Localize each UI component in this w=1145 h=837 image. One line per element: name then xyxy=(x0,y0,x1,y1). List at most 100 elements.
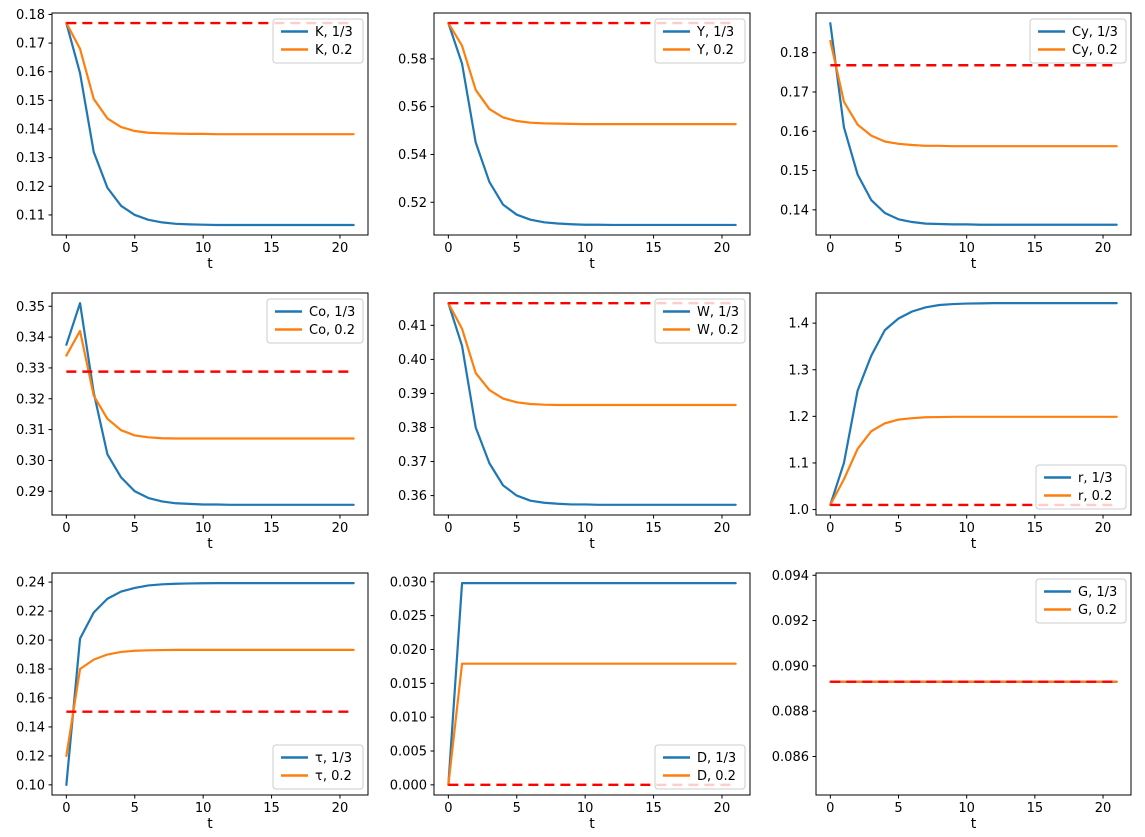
y-tick-label: 0.38 xyxy=(398,421,427,436)
series-line-τ, 1/3 xyxy=(65,582,355,786)
x-tick-label: 15 xyxy=(1027,801,1044,816)
y-tick-label: 0.29 xyxy=(16,485,45,500)
legend-box xyxy=(1035,464,1127,510)
subplot-K: 0 5 10 15 20 0.11 0.12 0.13 0.14 0.15 0.16 0.17 0.18… xyxy=(0,0,382,280)
x-tick-label: 5 xyxy=(894,801,902,816)
x-tick-label: 15 xyxy=(645,241,662,256)
y-tick-label: 0.33 xyxy=(16,361,45,376)
x-tick-label: 20 xyxy=(714,241,731,256)
y-tick-label: 0.11 xyxy=(16,208,45,223)
y-tick-label: 1.0 xyxy=(788,503,809,518)
series-line-K, 0.2 xyxy=(65,21,355,136)
legend-label: Y, 0.2 xyxy=(696,43,734,58)
x-axis-label: t xyxy=(971,816,977,832)
legend-label: K, 1/3 xyxy=(315,25,353,40)
series-line-Co, 0.2 xyxy=(65,329,355,440)
legend-label: Y, 1/3 xyxy=(696,25,734,40)
legend-label: W, 0.2 xyxy=(697,323,739,338)
y-tick-label: 0.094 xyxy=(772,569,809,584)
legend: G, 1/3 G, 0.2 xyxy=(1035,578,1127,624)
x-tick-label: 15 xyxy=(263,521,280,536)
legend-label: K, 0.2 xyxy=(315,43,352,58)
series-line-W, 0.2 xyxy=(447,302,737,407)
y-tick-label: 0.34 xyxy=(16,331,45,346)
x-axis-label: t xyxy=(971,536,977,552)
axes-frame xyxy=(815,12,1132,236)
legend-label: D, 1/3 xyxy=(697,751,736,766)
subplot-Co: 0 5 10 15 20 0.29 0.30 0.31 0.32 0.33 0.34 0.35 t Co,… xyxy=(0,280,382,558)
subplot-Y-plot: 0 5 10 15 20 0.52 0.54 0.56 0.58 t Y, 1/3 Y, 0.2 xyxy=(398,12,751,272)
subplot-tau: 0 5 10 15 20 0.10 0.12 0.14 0.16 0.18 0.20 0.22 0.24… xyxy=(0,558,382,837)
x-tick-label: 15 xyxy=(263,801,280,816)
x-tick-label: 5 xyxy=(131,241,139,256)
x-tick-label: 20 xyxy=(1095,521,1112,536)
x-tick-label: 10 xyxy=(577,801,594,816)
x-tick-label: 0 xyxy=(826,521,834,536)
y-tick-label: 0.005 xyxy=(390,745,427,760)
legend-box xyxy=(272,744,364,790)
x-axis-label: t xyxy=(207,536,213,552)
axes-frame xyxy=(815,292,1132,516)
legend-box xyxy=(266,298,364,344)
x-tick-label: 10 xyxy=(195,801,212,816)
series-line-r, 1/3 xyxy=(829,302,1118,506)
y-tick-label: 1.3 xyxy=(788,363,809,378)
legend-box xyxy=(1035,578,1127,624)
legend: D, 1/3 D, 0.2 xyxy=(654,744,746,790)
x-tick-label: 5 xyxy=(513,801,521,816)
y-tick-label: 0.010 xyxy=(390,711,427,726)
y-tick-label: 0.16 xyxy=(16,691,45,706)
series-line-Cy, 0.2 xyxy=(829,39,1118,148)
x-tick-label: 20 xyxy=(332,521,349,536)
y-tick-label: 0.18 xyxy=(16,663,45,678)
y-tick-label: 0.18 xyxy=(780,46,809,61)
subplot-G-plot: 0 5 10 15 20 0.086 0.088 0.090 0.092 0.094 t G, 1/3… xyxy=(772,569,1132,832)
subplot-D: 0 5 10 15 20 0.000 0.005 0.010 0.015 0.020 0.025 0.… xyxy=(382,558,764,837)
y-tick-label: 1.1 xyxy=(788,456,809,471)
axes-frame xyxy=(433,572,751,796)
legend-box xyxy=(654,18,746,64)
y-tick-label: 0.16 xyxy=(780,125,809,140)
x-tick-label: 10 xyxy=(195,241,212,256)
series-line-Y, 0.2 xyxy=(447,21,737,126)
series-line-Co, 1/3 xyxy=(65,302,355,506)
series-line-D, 1/3 xyxy=(447,582,737,786)
y-tick-label: 0.24 xyxy=(16,576,45,591)
y-tick-label: 0.088 xyxy=(772,705,809,720)
legend: τ, 1/3 τ, 0.2 xyxy=(272,744,364,790)
y-tick-label: 0.030 xyxy=(390,575,427,590)
y-tick-label: 0.092 xyxy=(772,614,809,629)
x-tick-label: 10 xyxy=(195,521,212,536)
x-tick-label: 20 xyxy=(1095,241,1112,256)
x-tick-label: 15 xyxy=(645,521,662,536)
series-line-K, 1/3 xyxy=(65,21,355,227)
axes-frame xyxy=(51,292,369,516)
legend: Y, 1/3 Y, 0.2 xyxy=(654,18,746,64)
y-tick-label: 1.2 xyxy=(788,410,809,425)
legend: Cy, 1/3 Cy, 0.2 xyxy=(1029,18,1127,64)
x-tick-label: 10 xyxy=(577,241,594,256)
x-tick-label: 15 xyxy=(1027,521,1044,536)
legend-box xyxy=(272,18,364,64)
legend-box xyxy=(654,744,746,790)
series-line-r, 0.2 xyxy=(829,415,1118,506)
x-tick-label: 20 xyxy=(714,801,731,816)
axes-frame xyxy=(433,12,751,236)
x-axis-label: t xyxy=(971,256,977,272)
y-tick-label: 0.40 xyxy=(398,353,427,368)
subplot-D-plot: 0 5 10 15 20 0.000 0.005 0.010 0.015 0.020 0.025 0.… xyxy=(390,572,751,832)
x-tick-label: 5 xyxy=(131,801,139,816)
x-axis-label: t xyxy=(207,256,213,272)
y-tick-label: 0.12 xyxy=(16,180,45,195)
x-tick-label: 10 xyxy=(577,521,594,536)
y-tick-label: 0.086 xyxy=(772,750,809,765)
legend: r, 1/3 r, 0.2 xyxy=(1035,464,1127,510)
x-tick-label: 0 xyxy=(62,801,70,816)
legend-box xyxy=(654,298,746,344)
y-tick-label: 0.14 xyxy=(780,203,809,218)
y-tick-label: 0.54 xyxy=(398,148,427,163)
x-axis-label: t xyxy=(589,536,595,552)
x-tick-label: 20 xyxy=(332,241,349,256)
y-tick-label: 0.015 xyxy=(390,677,427,692)
